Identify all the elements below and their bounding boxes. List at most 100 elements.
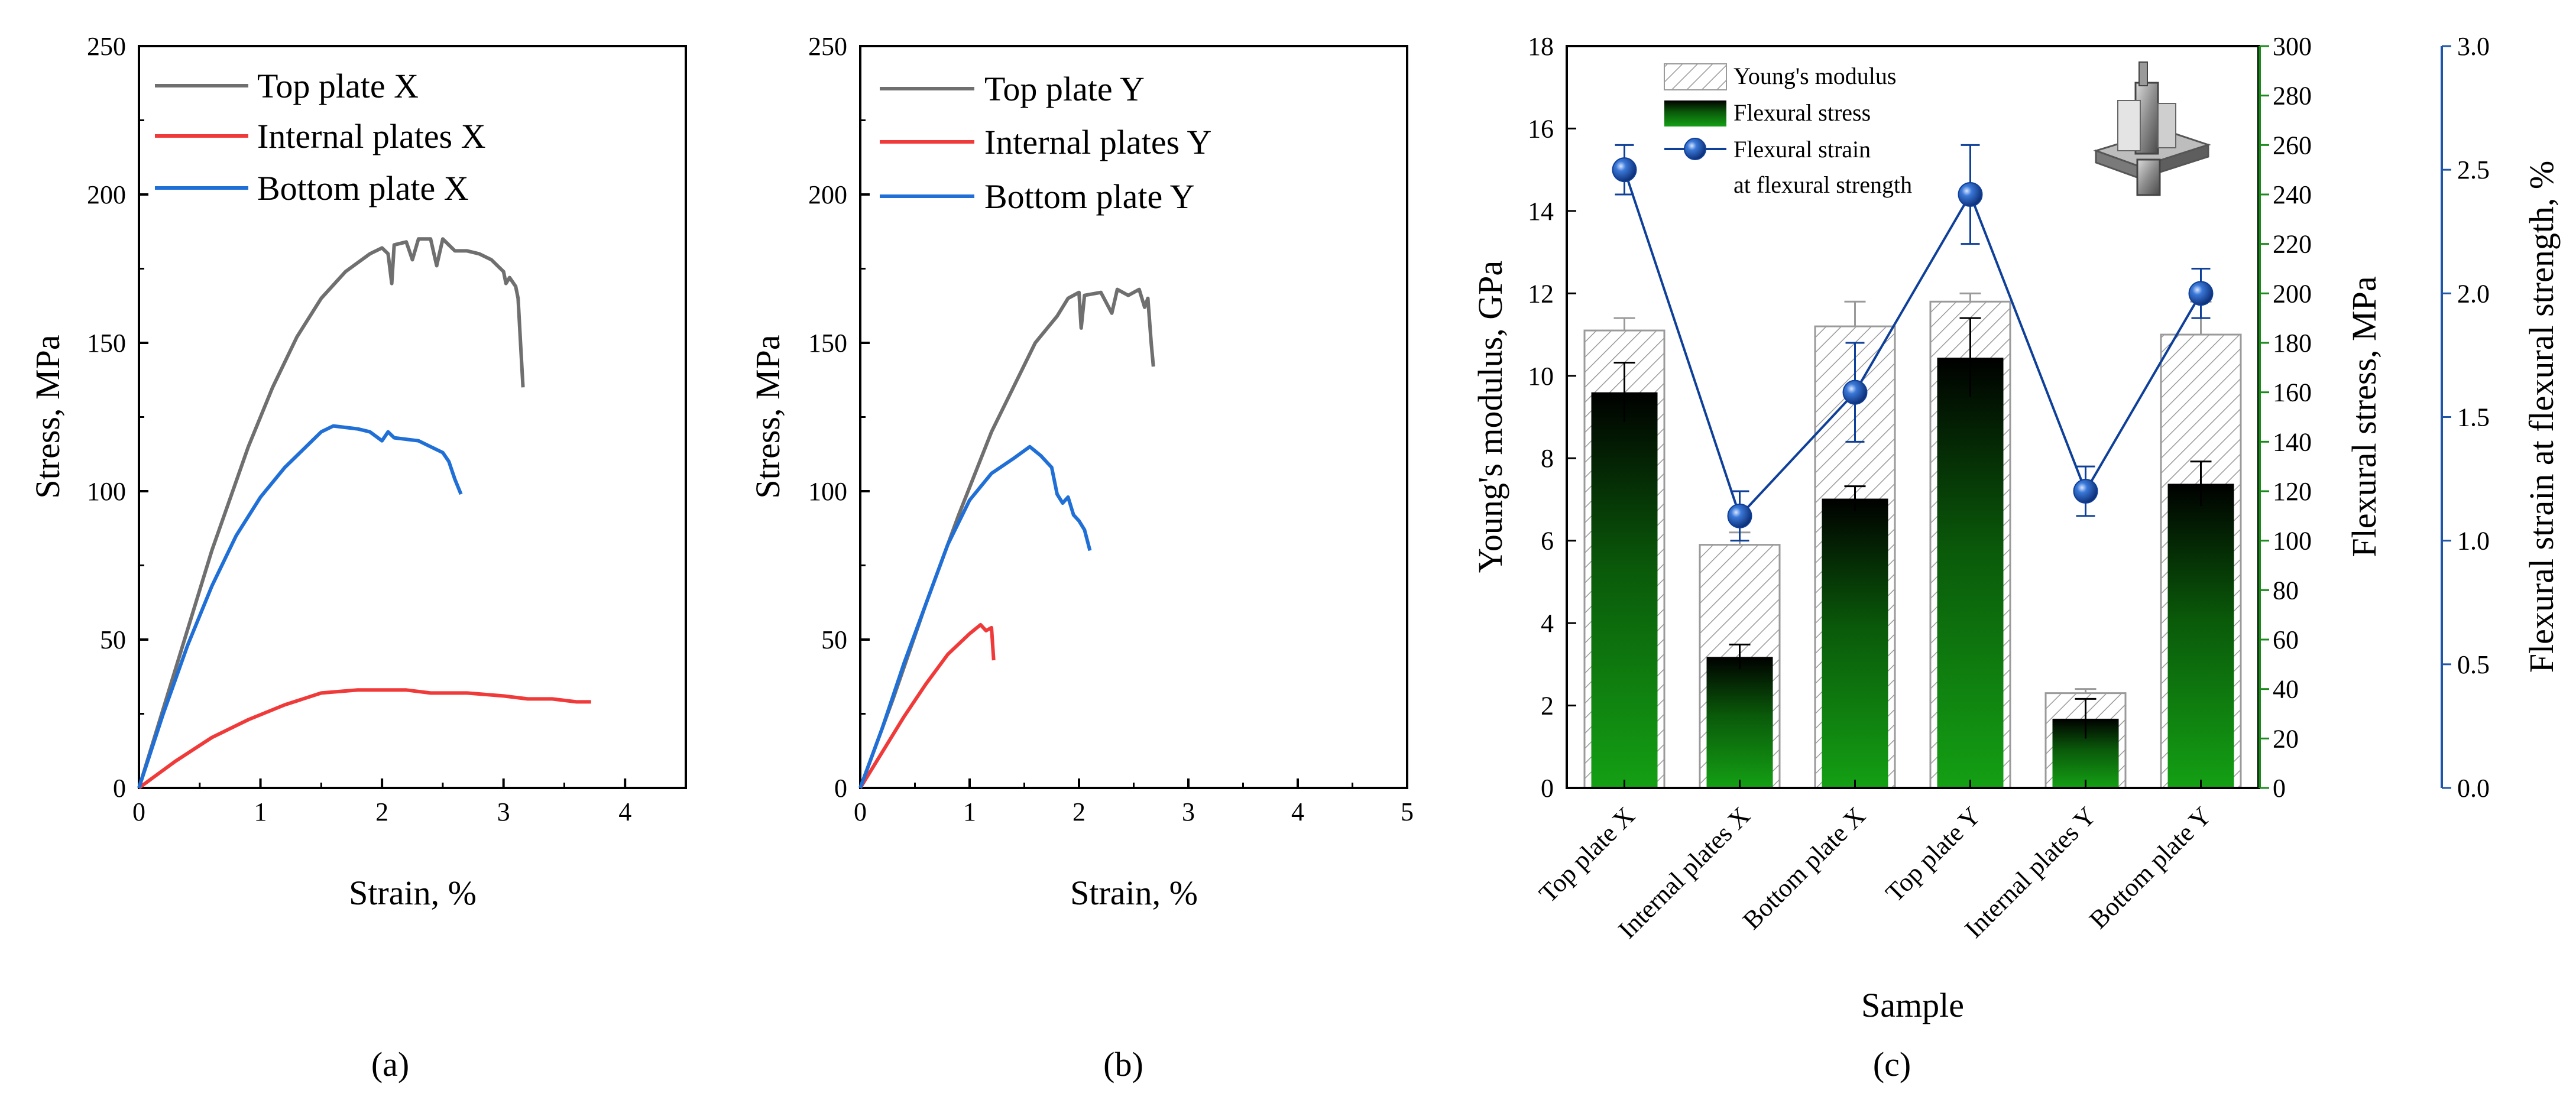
plot-frame bbox=[138, 45, 687, 789]
y-tick-label: 0 bbox=[113, 774, 126, 803]
stress-tick-label: 40 bbox=[2273, 675, 2299, 704]
y-tick-label: 150 bbox=[808, 329, 847, 358]
stress-tick-label: 120 bbox=[2273, 477, 2312, 506]
series-line-internal-plates-y bbox=[858, 622, 996, 789]
stress-axis-label: Flexural stress, MPa bbox=[2345, 276, 2383, 557]
x-axis-label: Strain, % bbox=[349, 874, 477, 912]
modulus-tick-label: 16 bbox=[1528, 114, 1554, 143]
stress-tick-label: 100 bbox=[2273, 527, 2312, 556]
series-line-top-plate-y bbox=[858, 287, 1155, 789]
legend-swatch-strain-marker bbox=[1684, 138, 1706, 160]
series-line-top-plate-x bbox=[137, 237, 525, 789]
strain-tick-label: 0.5 bbox=[2457, 650, 2490, 679]
axis-ticks: 0 1 2 3 4 0 50 100 150 200 250 bbox=[87, 32, 687, 826]
x-tick-label: 5 bbox=[1401, 797, 1414, 826]
modulus-tick-label: 6 bbox=[1541, 527, 1554, 556]
stress-tick-label: 180 bbox=[2273, 329, 2312, 358]
flexural-stress-bar bbox=[1822, 498, 1888, 788]
x-tick-label: 2 bbox=[375, 797, 388, 826]
stress-tick-label: 200 bbox=[2273, 279, 2312, 308]
x-tick-label: 3 bbox=[497, 797, 510, 826]
legend-label-top: Top plate Y bbox=[984, 70, 1145, 108]
y-axis-label: Stress, MPa bbox=[28, 335, 67, 498]
legend-label-internal: Internal plates Y bbox=[984, 123, 1211, 161]
stress-tick-label: 60 bbox=[2273, 625, 2299, 654]
strain-line bbox=[1612, 144, 2214, 542]
stress-tick-label: 160 bbox=[2273, 378, 2312, 407]
y-axis-label: Stress, MPa bbox=[749, 335, 787, 498]
stress-tick-label: 80 bbox=[2273, 576, 2299, 605]
panel-caption: (b) bbox=[1103, 1045, 1143, 1083]
y-tick-label: 100 bbox=[87, 477, 126, 506]
stress-tick-label: 260 bbox=[2273, 131, 2312, 160]
x-tick-label: 1 bbox=[963, 797, 976, 826]
y-tick-label: 100 bbox=[808, 477, 847, 506]
series-line-internal-plates-x bbox=[138, 688, 591, 790]
panel-caption: (c) bbox=[1873, 1045, 1911, 1083]
strain-tick-label: 2.5 bbox=[2457, 155, 2490, 184]
stress-tick-label: 0 bbox=[2273, 774, 2286, 803]
series-line-bottom-plate-x bbox=[137, 424, 463, 789]
flexural-strain-marker bbox=[1612, 157, 1637, 183]
modulus-tick-label: 12 bbox=[1528, 279, 1554, 308]
category-label: Bottom plate Y bbox=[2084, 801, 2217, 934]
category-label: Top plate Y bbox=[1880, 801, 1987, 907]
stress-tick-label: 280 bbox=[2273, 82, 2312, 111]
legend-label-top: Top plate X bbox=[257, 67, 419, 105]
series-line-bottom-plate-y bbox=[858, 445, 1092, 789]
modulus-tick-label: 8 bbox=[1541, 444, 1554, 473]
y-tick-label: 50 bbox=[821, 625, 847, 654]
legend-label-internal: Internal plates X bbox=[257, 117, 486, 155]
modulus-tick-label: 4 bbox=[1541, 609, 1554, 638]
series-lines bbox=[137, 237, 591, 790]
stress-tick-label: 140 bbox=[2273, 427, 2312, 456]
x-tick-label: 3 bbox=[1182, 797, 1195, 826]
category-label: Top plate X bbox=[1533, 801, 1640, 908]
y-tick-label: 50 bbox=[100, 625, 126, 654]
flexural-stress-bar bbox=[1706, 657, 1773, 788]
flexural-stress-bar bbox=[1937, 358, 2004, 788]
legend-label-stress: Flexural stress bbox=[1733, 99, 1871, 126]
flexural-strain-marker bbox=[1727, 503, 1752, 528]
stress-tick-label: 20 bbox=[2273, 724, 2299, 753]
flexural-strain-marker bbox=[2073, 479, 2098, 504]
flexural-strain-marker bbox=[1958, 182, 1983, 207]
modulus-tick-label: 0 bbox=[1541, 774, 1554, 803]
series-lines bbox=[858, 287, 1155, 789]
legend-label-modulus: Young's modulus bbox=[1733, 63, 1896, 89]
x-tick-label: 2 bbox=[1072, 797, 1086, 826]
stress-tick-label: 220 bbox=[2273, 230, 2312, 259]
x-tick-label: 0 bbox=[854, 797, 867, 826]
modulus-axis-label: Young's modulus, GPa bbox=[1471, 261, 1509, 573]
x-tick-label: 4 bbox=[1291, 797, 1304, 826]
y-tick-label: 150 bbox=[87, 329, 126, 358]
flexural-strain-line bbox=[1623, 169, 2202, 518]
y-tick-label: 200 bbox=[808, 180, 847, 209]
strain-tick-label: 2.0 bbox=[2457, 279, 2490, 308]
stress-tick-label: 300 bbox=[2273, 32, 2312, 61]
modulus-tick-label: 14 bbox=[1528, 197, 1554, 226]
y-tick-label: 200 bbox=[87, 180, 126, 209]
flexural-stress-bar bbox=[1591, 392, 1658, 788]
x-tick-label: 0 bbox=[132, 797, 145, 826]
y-tick-label: 250 bbox=[87, 32, 126, 61]
legend-label-strain-line2: at flexural strength bbox=[1733, 171, 1912, 198]
strain-axis-label: Flexural strain at flexural strength, % bbox=[2522, 161, 2561, 673]
category-label: Bottom plate X bbox=[1737, 801, 1871, 935]
flexural-strain-marker bbox=[2188, 281, 2214, 306]
x-tick-label: 4 bbox=[618, 797, 631, 826]
x-axis-label: Strain, % bbox=[1070, 874, 1198, 912]
flexural-strain-marker bbox=[1842, 379, 1868, 405]
modulus-tick-label: 18 bbox=[1528, 32, 1554, 61]
stress-tick-label: 240 bbox=[2273, 180, 2312, 209]
legend: Top plate X Internal plates X Bottom pla… bbox=[155, 67, 486, 207]
strain-tick-label: 3.0 bbox=[2457, 32, 2490, 61]
x-axis-label: Sample bbox=[1861, 986, 1964, 1024]
x-tick-label: 1 bbox=[254, 797, 267, 826]
modulus-tick-label: 2 bbox=[1541, 692, 1554, 721]
specimen-render-image bbox=[2093, 61, 2211, 196]
strain-tick-label: 1.5 bbox=[2457, 403, 2490, 432]
